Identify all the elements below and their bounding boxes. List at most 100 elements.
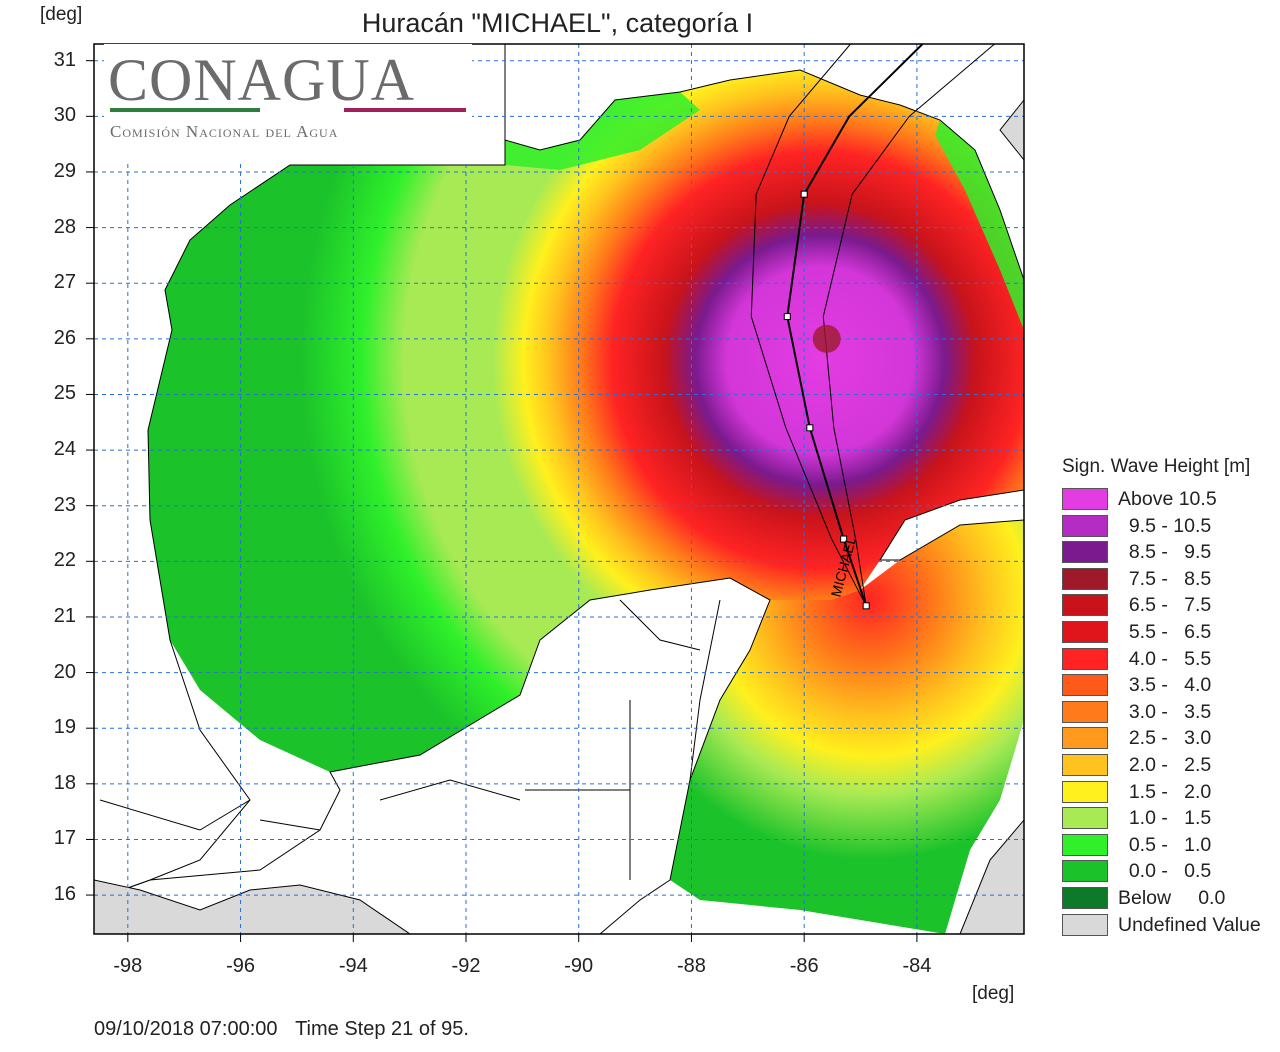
track-point bbox=[840, 535, 848, 543]
legend-swatch bbox=[1062, 886, 1108, 909]
x-tick-label: -86 bbox=[789, 955, 819, 977]
undefined-area bbox=[94, 879, 411, 934]
legend-swatch bbox=[1062, 514, 1108, 537]
legend-swatch bbox=[1062, 753, 1108, 776]
y-tick-label: 19 bbox=[53, 716, 76, 739]
legend-label: 1.0 - 1.5 bbox=[1118, 807, 1212, 830]
y-tick-label: 25 bbox=[53, 382, 76, 405]
legend-label: 1.5 - 2.0 bbox=[1118, 780, 1212, 803]
track-point bbox=[806, 424, 814, 432]
legend-item: 4.0 - 5.5 bbox=[1062, 646, 1277, 673]
cone-left bbox=[750, 43, 867, 607]
logo-main-text: CONAGUA bbox=[108, 47, 415, 113]
yucatan-land bbox=[94, 577, 771, 934]
cuba-land bbox=[879, 489, 1024, 561]
legend-swatch bbox=[1062, 594, 1108, 617]
storm-eye bbox=[812, 324, 841, 353]
political-boundaries bbox=[99, 599, 721, 880]
y-tick-label: 18 bbox=[53, 771, 76, 794]
legend: Sign. Wave Height [m] Above 10.5 9.5 - 1… bbox=[1062, 456, 1277, 938]
legend-item: 1.5 - 2.0 bbox=[1062, 779, 1277, 806]
logo-green-bar bbox=[110, 108, 260, 112]
legend-item: 3.5 - 4.0 bbox=[1062, 672, 1277, 699]
legend-swatch bbox=[1062, 541, 1108, 564]
legend-item: 6.5 - 7.5 bbox=[1062, 592, 1277, 619]
legend-swatch bbox=[1062, 674, 1108, 697]
track-point bbox=[862, 602, 870, 610]
x-tick-label: -96 bbox=[226, 955, 255, 977]
caribbean-sea-area bbox=[670, 520, 1024, 934]
y-tick-label: 23 bbox=[53, 493, 76, 516]
y-tick-label: 27 bbox=[53, 271, 76, 294]
x-tick-label: -92 bbox=[451, 955, 481, 977]
gulf-sea-area bbox=[148, 70, 1024, 772]
footer-time-step: Time Step 21 of 95. bbox=[295, 1018, 469, 1040]
legend-title: Sign. Wave Height [m] bbox=[1062, 456, 1251, 477]
legend-label: 8.5 - 9.5 bbox=[1118, 541, 1212, 564]
y-axis-unit: [deg] bbox=[40, 4, 83, 25]
x-tick-label: -94 bbox=[338, 955, 368, 977]
legend-swatch bbox=[1062, 620, 1108, 643]
usa-land bbox=[504, 44, 1024, 281]
logo-red-bar bbox=[344, 108, 466, 112]
legend-swatch bbox=[1062, 833, 1108, 856]
y-tick-label: 20 bbox=[53, 660, 76, 683]
legend-item: 5.5 - 6.5 bbox=[1062, 619, 1277, 646]
legend-label: Undefined Value bbox=[1118, 913, 1261, 936]
legend-label: 0.0 - 0.5 bbox=[1118, 860, 1212, 883]
coastal-band bbox=[505, 92, 700, 170]
footer-datetime: 09/10/2018 07:00:00 bbox=[94, 1018, 278, 1040]
legend-label: 7.5 - 8.5 bbox=[1118, 567, 1212, 590]
legend-label: 2.5 - 3.0 bbox=[1118, 727, 1212, 750]
legend-swatch bbox=[1062, 727, 1108, 750]
legend-label: 3.5 - 4.0 bbox=[1118, 674, 1212, 697]
legend-swatch bbox=[1062, 780, 1108, 803]
legend-swatch bbox=[1062, 860, 1108, 883]
legend-item: Above 10.5 bbox=[1062, 486, 1277, 513]
x-tick-label: -88 bbox=[677, 955, 706, 977]
track-point bbox=[800, 190, 808, 198]
y-tick-label: 21 bbox=[53, 604, 76, 627]
legend-label: 9.5 - 10.5 bbox=[1118, 514, 1212, 537]
legend-items: Above 10.5 9.5 - 10.5 8.5 - 9.5 7.5 - 8.… bbox=[1062, 486, 1277, 938]
x-tick-label: -84 bbox=[902, 955, 932, 977]
footer: 09/10/2018 07:00:00 Time Step 21 of 95. bbox=[94, 1018, 469, 1041]
legend-swatch bbox=[1062, 807, 1108, 830]
legend-label: 3.0 - 3.5 bbox=[1118, 700, 1212, 723]
legend-item: Undefined Value bbox=[1062, 912, 1277, 939]
legend-label: Below 0.0 bbox=[1118, 886, 1226, 909]
conagua-logo: CONAGUA Comisión Nacional del Agua bbox=[104, 44, 472, 164]
legend-item: 0.0 - 0.5 bbox=[1062, 858, 1277, 885]
axis-ticks bbox=[86, 60, 918, 942]
x-axis-unit: [deg] bbox=[972, 983, 1015, 1004]
legend-item: 0.5 - 1.0 bbox=[1062, 832, 1277, 859]
x-tick-label: -98 bbox=[113, 955, 143, 977]
legend-item: 3.0 - 3.5 bbox=[1062, 699, 1277, 726]
legend-label: 4.0 - 5.5 bbox=[1118, 647, 1212, 670]
legend-label: 6.5 - 7.5 bbox=[1118, 594, 1212, 617]
y-tick-label: 17 bbox=[53, 827, 76, 850]
legend-item: Below 0.0 bbox=[1062, 885, 1277, 912]
x-tick-label: -90 bbox=[564, 955, 594, 977]
cone-right bbox=[822, 43, 995, 606]
y-tick-label: 22 bbox=[53, 549, 76, 572]
legend-item: 1.0 - 1.5 bbox=[1062, 805, 1277, 832]
legend-swatch bbox=[1062, 700, 1108, 723]
legend-label: 2.0 - 2.5 bbox=[1118, 753, 1212, 776]
legend-item: 8.5 - 9.5 bbox=[1062, 539, 1277, 566]
y-tick-label: 30 bbox=[53, 104, 76, 127]
legend-label: 5.5 - 6.5 bbox=[1118, 620, 1212, 643]
y-tick-label: 26 bbox=[53, 326, 76, 349]
map-title: Huracán "MICHAEL", categoría I bbox=[361, 8, 754, 38]
legend-label: Above 10.5 bbox=[1118, 488, 1217, 510]
legend-swatch bbox=[1062, 913, 1108, 936]
y-tick-label: 28 bbox=[53, 215, 76, 238]
legend-item: 9.5 - 10.5 bbox=[1062, 513, 1277, 540]
legend-item: 7.5 - 8.5 bbox=[1062, 566, 1277, 593]
y-tick-label: 29 bbox=[53, 159, 76, 182]
y-tick-label: 31 bbox=[53, 48, 76, 71]
legend-swatch bbox=[1062, 567, 1108, 590]
y-tick-label: 16 bbox=[53, 883, 76, 906]
logo-sub-text: Comisión Nacional del Agua bbox=[110, 122, 339, 141]
y-tick-label: 24 bbox=[53, 438, 76, 461]
